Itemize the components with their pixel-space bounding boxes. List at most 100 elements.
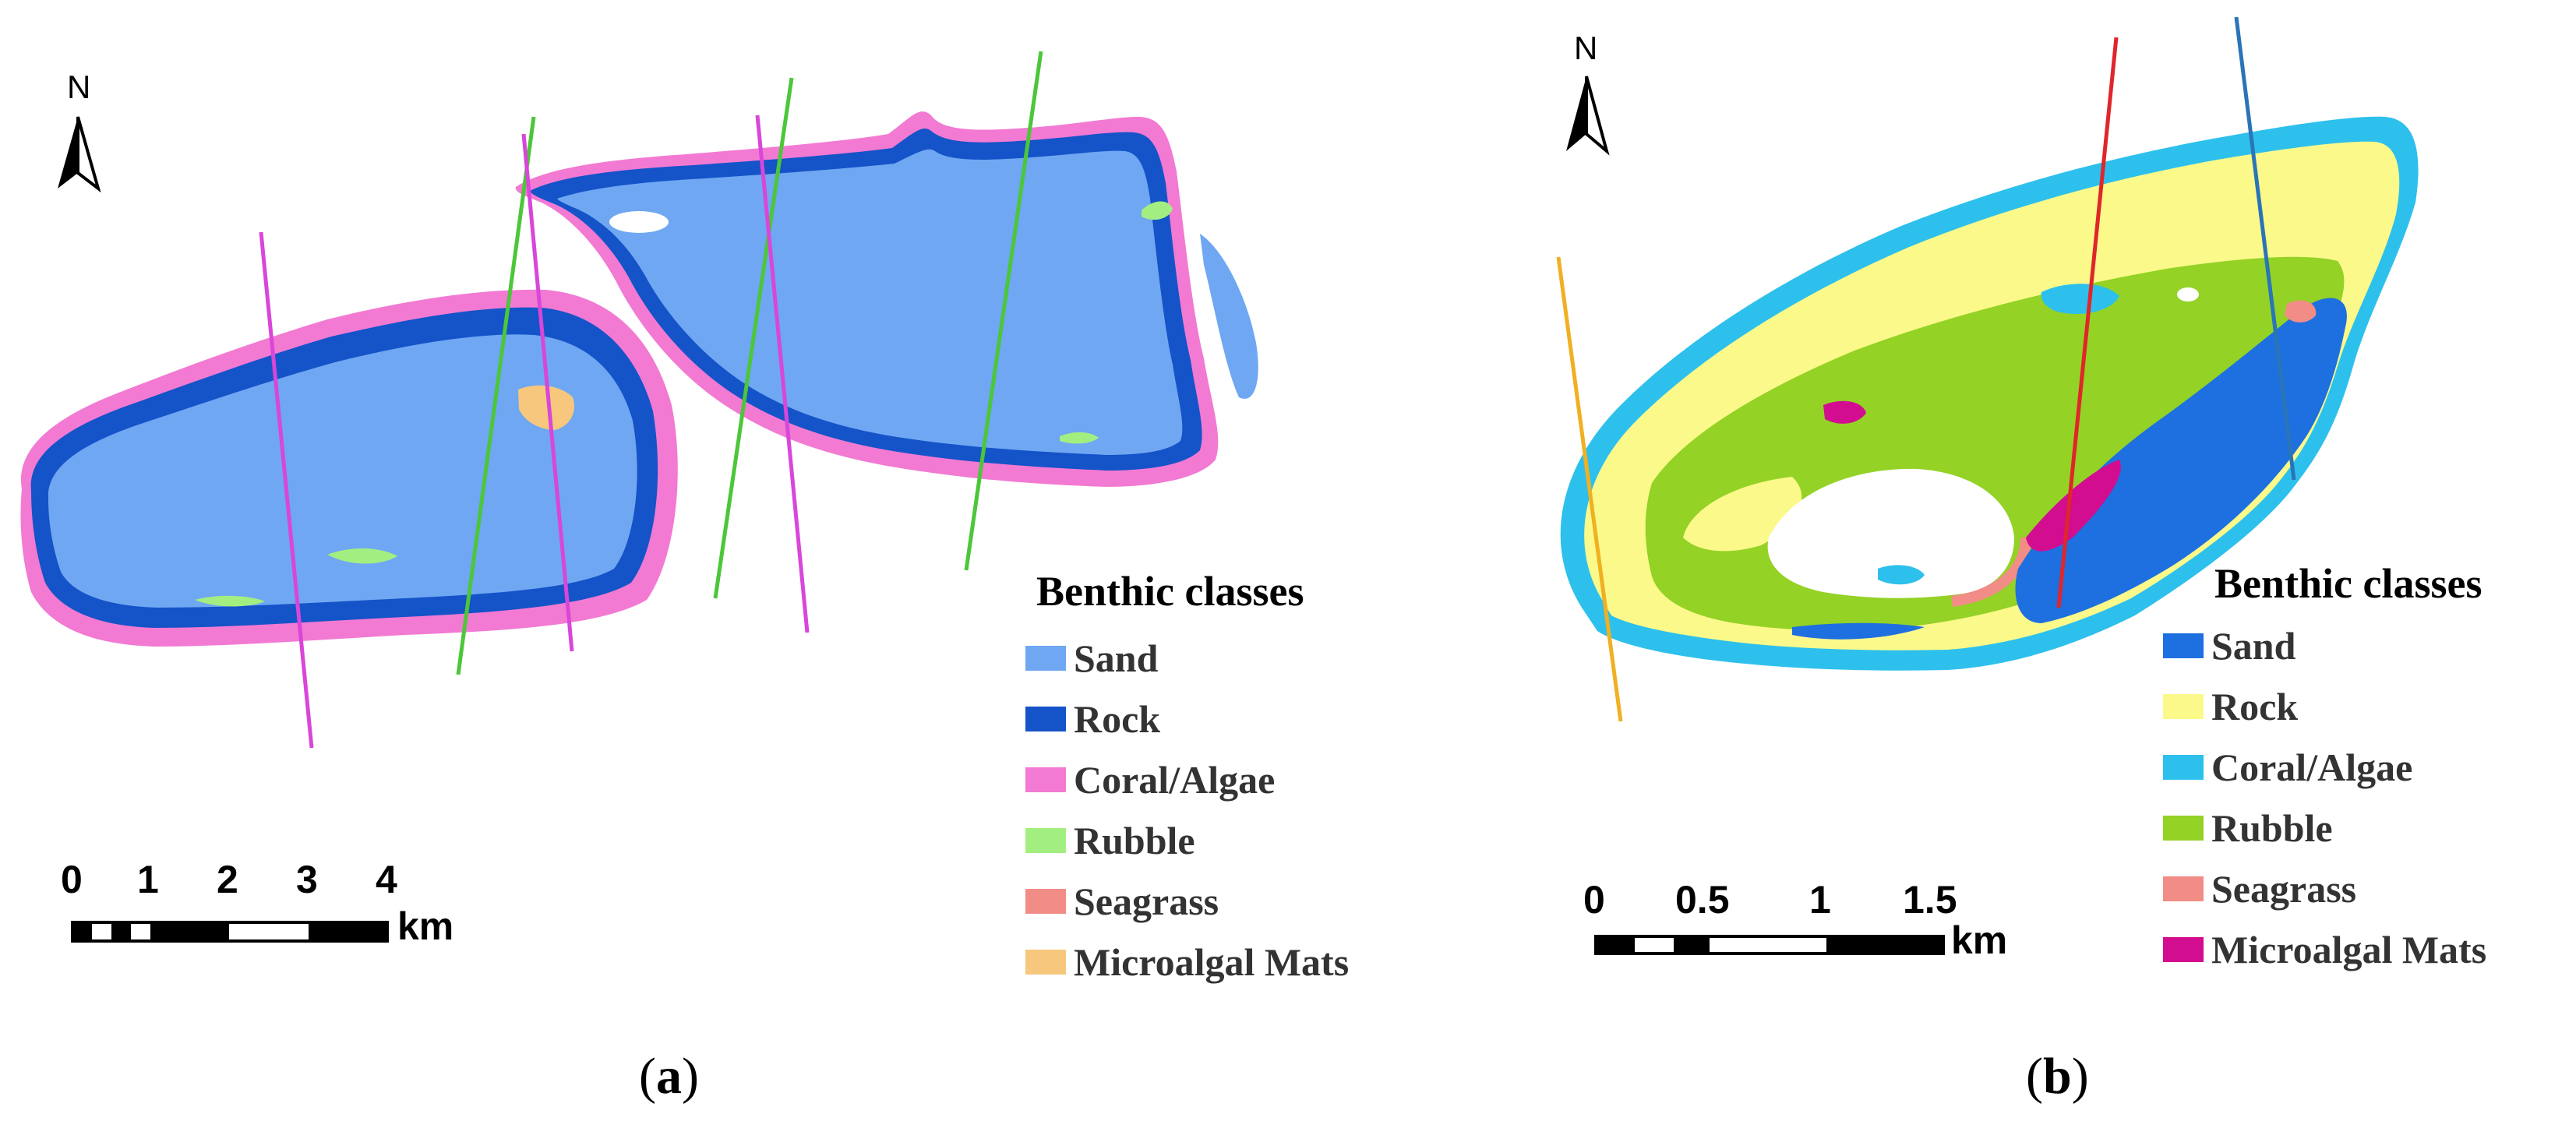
- east-reef: [515, 111, 1258, 487]
- panel-a-map: [20, 51, 1258, 943]
- legend-label: Microalgal Mats: [1074, 940, 1350, 984]
- transect-a3: [521, 133, 574, 652]
- north-arrow-b-left: [1566, 76, 1586, 151]
- legend-swatch: [2163, 755, 2204, 780]
- transect-a6: [964, 51, 1043, 571]
- scale-b-tick-2: 1: [1809, 878, 1831, 922]
- legend-swatch: [2163, 694, 2204, 719]
- north-arrow-a: [58, 116, 101, 193]
- legend-swatch: [2163, 876, 2204, 901]
- scale-a-tick-3: 3: [296, 858, 318, 901]
- legend-item-seagrass: Seagrass: [2163, 858, 2486, 919]
- scale-bar-b-seg2: [1674, 936, 1710, 954]
- transect-a5: [755, 115, 810, 633]
- legend-label: Coral/Algae: [2211, 746, 2413, 789]
- legend-swatch: [1025, 646, 1066, 671]
- scale-a-unit: km: [397, 904, 454, 948]
- panel-b-map: [1556, 16, 2419, 955]
- transect-b3: [2234, 16, 2296, 481]
- legend-item-rock: Rock: [2163, 676, 2486, 737]
- legend-a: Sand Rock Coral/Algae Rubble Seagrass Microal…: [1025, 628, 1349, 992]
- transect-b2: [2056, 37, 2119, 608]
- legend-swatch: [1025, 889, 1066, 914]
- scale-a-tick-0: 0: [61, 858, 83, 901]
- panel-label-b: (b): [2026, 1047, 2089, 1106]
- north-arrow-a-left: [58, 117, 78, 189]
- west-reef: [20, 289, 678, 647]
- legend-label: Sand: [2211, 624, 2296, 668]
- panel-label-b-letter: b: [2042, 1048, 2072, 1105]
- transect-a4: [713, 77, 794, 599]
- legend-label: Rubble: [2211, 806, 2333, 850]
- island-b-microalgal-mats: [2026, 460, 2121, 552]
- east-reef-sand: [557, 149, 1183, 456]
- north-label-b: N: [1574, 30, 1598, 66]
- legend-item-coral-algae: Coral/Algae: [2163, 737, 2486, 798]
- island-b-seagrass-patch: [2285, 300, 2317, 323]
- panel-label-b-close: ): [2071, 1048, 2089, 1105]
- legend-item-rock: Rock: [1025, 689, 1349, 749]
- island-b-microalgal-mats-2: [1823, 400, 1866, 424]
- legend-label: Rock: [2211, 685, 2299, 728]
- west-reef-rubble-2: [195, 595, 265, 607]
- legend-item-sand: Sand: [1025, 628, 1349, 689]
- legend-label: Rubble: [1074, 819, 1195, 862]
- legend-item-microalgal-mats: Microalgal Mats: [1025, 932, 1349, 992]
- west-reef-microalgal-mats: [518, 385, 575, 430]
- legend-label: Microalgal Mats: [2211, 928, 2487, 971]
- legend-label: Seagrass: [2211, 867, 2357, 911]
- legend-b: Sand Rock Coral/Algae Rubble Seagrass Microal…: [2163, 615, 2486, 980]
- scale-bar-a-seg4: [309, 922, 387, 941]
- scale-b-tick-3: 1.5: [1903, 878, 1957, 922]
- island-b-seagrass-ring: [1951, 537, 2031, 607]
- legend-item-sand: Sand: [2163, 615, 2486, 676]
- island-b-sand: [2015, 298, 2347, 623]
- west-reef-rubble: [327, 548, 397, 564]
- north-arrow-b: [1566, 76, 1610, 156]
- scale-b-tick-1: 0.5: [1675, 878, 1730, 922]
- island-b-sand-south: [1792, 622, 1925, 640]
- legend-label: Seagrass: [1074, 879, 1219, 923]
- island-b-coral-inner: [1878, 565, 1925, 585]
- legend-b-title: Benthic classes: [2214, 560, 2482, 607]
- scale-bar-b-seg3: [1826, 936, 1943, 954]
- transect-a2: [456, 116, 536, 675]
- legend-item-rubble: Rubble: [1025, 810, 1349, 871]
- legend-label: Rock: [1074, 697, 1161, 741]
- island-b-lagoon: [1767, 468, 2014, 598]
- scale-bar-a-seg3: [150, 922, 229, 941]
- scale-bar-b: [1594, 935, 1945, 955]
- scale-a-tick-1: 1: [137, 858, 159, 901]
- transect-b1: [1556, 256, 1623, 722]
- panel-label-a-open: (: [639, 1048, 656, 1105]
- panel-a-transects: [259, 51, 1043, 749]
- east-reef-island: [609, 211, 669, 233]
- scale-bar-a: [71, 921, 389, 943]
- scale-a-tick-4: 4: [376, 858, 397, 901]
- legend-swatch: [1025, 950, 1066, 975]
- island-b-coral-patch: [2041, 284, 2119, 315]
- legend-label: Sand: [1074, 636, 1159, 680]
- panel-label-a-close: ): [681, 1048, 699, 1105]
- legend-swatch: [1025, 707, 1066, 731]
- legend-swatch: [2163, 937, 2204, 962]
- scale-bar-a-seg2: [111, 922, 131, 941]
- legend-swatch: [1025, 828, 1066, 853]
- scale-bar-b-seg1: [1596, 936, 1635, 954]
- scale-bar-a-seg1: [72, 922, 92, 941]
- legend-swatch: [1025, 767, 1066, 792]
- north-arrow-a-right: [76, 116, 101, 193]
- north-label-a: N: [67, 69, 91, 105]
- island-b: [1560, 116, 2419, 671]
- legend-swatch: [2163, 816, 2204, 841]
- scale-a-tick-2: 2: [217, 858, 238, 901]
- legend-item-coral-algae: Coral/Algae: [1025, 749, 1349, 810]
- north-arrow-b-right: [1585, 76, 1610, 156]
- east-reef-sand-fringe: [1200, 234, 1258, 399]
- west-reef-sand: [48, 334, 637, 608]
- legend-swatch: [2163, 633, 2204, 658]
- panel-b-transects: [1556, 16, 2296, 722]
- east-reef-rubble: [1142, 201, 1173, 220]
- legend-item-seagrass: Seagrass: [1025, 871, 1349, 932]
